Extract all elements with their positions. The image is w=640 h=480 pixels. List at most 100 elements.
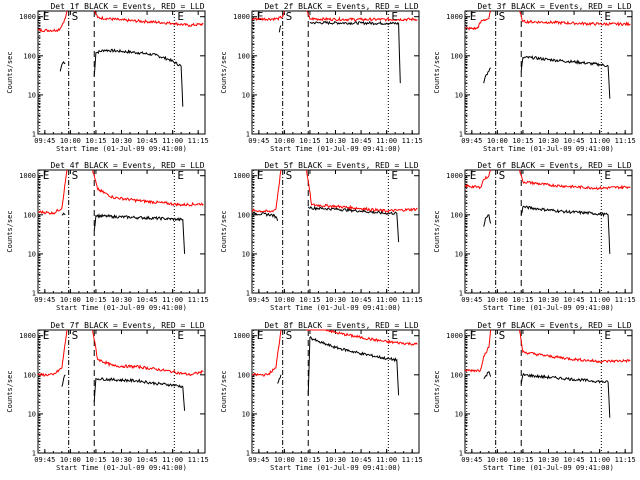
x-tick-label: 11:15 <box>615 456 636 464</box>
y-tick-label: 10 <box>242 91 250 99</box>
event-marker-label: S <box>72 169 79 182</box>
lld-series-line <box>306 169 418 214</box>
y-tick-label: 1 <box>32 131 36 139</box>
plot-frame <box>37 169 206 294</box>
plot-frame <box>37 329 206 454</box>
x-tick-label: 10:45 <box>564 456 585 464</box>
event-marker-label: E <box>391 10 398 23</box>
x-tick-label: 10:15 <box>85 137 106 145</box>
x-tick-label: 10:30 <box>111 296 132 304</box>
y-axis-label: Counts/sec <box>220 210 228 252</box>
x-tick-label: 11:15 <box>402 456 423 464</box>
x-axis-label: Start Time (01-Jul-09 09:41:00) <box>56 145 187 153</box>
event-marker-label: S <box>286 329 293 342</box>
lld-series-line <box>519 169 631 190</box>
x-tick-label: 10:15 <box>512 296 533 304</box>
x-tick-label: 11:15 <box>402 296 423 304</box>
y-tick-label: 100 <box>23 211 36 219</box>
y-tick-label: 1 <box>246 290 250 298</box>
panel-title: Det 7f BLACK = Events, RED = LLD <box>50 321 204 330</box>
y-tick-label: 100 <box>23 371 36 379</box>
lld-series-line <box>38 169 68 215</box>
x-tick-label: 10:00 <box>274 296 295 304</box>
y-tick-label: 100 <box>450 371 463 379</box>
lld-series-line <box>464 329 492 373</box>
x-tick-label: 11:00 <box>376 137 397 145</box>
lld-series-line <box>37 329 68 377</box>
x-tick-label: 11:00 <box>162 456 183 464</box>
x-axis-label: Start Time (01-Jul-09 09:41:00) <box>483 464 614 472</box>
x-tick-label: 10:00 <box>487 456 508 464</box>
plot-frame <box>251 10 420 135</box>
lld-series-line <box>519 329 631 364</box>
x-tick-label: 10:30 <box>538 296 559 304</box>
lld-series-line <box>251 10 285 22</box>
events-series-line <box>61 374 66 387</box>
y-tick-label: 1 <box>32 290 36 298</box>
x-tick-label: 10:45 <box>137 296 158 304</box>
x-axis-label: Start Time (01-Jul-09 09:41:00) <box>483 145 614 153</box>
events-series-line <box>307 336 400 396</box>
x-tick-label: 10:00 <box>487 137 508 145</box>
x-axis-label: Start Time (01-Jul-09 09:41:00) <box>270 145 401 153</box>
y-tick-label: 1000 <box>446 13 463 21</box>
x-axis-label: Start Time (01-Jul-09 09:41:00) <box>483 304 614 312</box>
y-tick-label: 1 <box>246 450 250 458</box>
events-series-line <box>520 372 611 418</box>
x-tick-label: 11:00 <box>589 456 610 464</box>
x-tick-label: 09:45 <box>34 456 55 464</box>
y-tick-label: 1000 <box>19 13 36 21</box>
events-series-line <box>520 205 611 254</box>
event-marker-label: S <box>499 169 506 182</box>
panel-title: Det 2f BLACK = Events, RED = LLD <box>264 2 418 11</box>
x-tick-label: 11:15 <box>615 296 636 304</box>
events-series-line <box>483 67 492 84</box>
x-tick-label: 10:15 <box>299 456 320 464</box>
x-tick-label: 10:45 <box>351 296 372 304</box>
event-marker-label: E <box>257 10 264 23</box>
x-tick-label: 09:45 <box>461 456 482 464</box>
x-tick-label: 10:30 <box>325 456 346 464</box>
x-tick-label: 10:15 <box>512 456 533 464</box>
x-tick-label: 10:30 <box>325 296 346 304</box>
y-tick-label: 10 <box>455 250 463 258</box>
x-axis-label: Start Time (01-Jul-09 09:41:00) <box>56 304 187 312</box>
y-tick-label: 1000 <box>233 13 250 21</box>
events-series-line <box>520 55 611 99</box>
event-marker-label: E <box>470 169 477 182</box>
y-axis-label: Counts/sec <box>433 51 441 93</box>
y-tick-label: 10 <box>28 91 36 99</box>
lld-series-line <box>464 169 492 190</box>
lld-series-line <box>306 10 418 22</box>
y-axis-label: Counts/sec <box>6 51 14 93</box>
events-series-line <box>251 211 279 222</box>
panel-title: Det 6f BLACK = Events, RED = LLD <box>477 161 631 170</box>
y-tick-label: 10 <box>455 410 463 418</box>
panel-title: Det 9f BLACK = Events, RED = LLD <box>477 321 631 330</box>
event-marker-label: E <box>470 329 477 342</box>
x-tick-label: 10:00 <box>60 137 81 145</box>
panel-title: Det 4f BLACK = Events, RED = LLD <box>50 161 204 170</box>
panel-title: Det 8f BLACK = Events, RED = LLD <box>264 321 418 330</box>
x-tick-label: 09:45 <box>34 137 55 145</box>
lld-series-line <box>92 169 204 207</box>
y-tick-label: 1000 <box>446 332 463 340</box>
x-tick-label: 10:00 <box>487 296 508 304</box>
y-tick-label: 100 <box>450 52 463 60</box>
detector-panel-2: Det 2f BLACK = Events, RED = LLD 09:45 10:… <box>220 2 423 153</box>
plot-frame <box>251 329 420 454</box>
event-marker-label: S <box>286 10 293 23</box>
x-tick-label: 09:45 <box>34 296 55 304</box>
plot-frame <box>251 169 420 294</box>
events-series-line <box>61 212 66 216</box>
y-tick-label: 1000 <box>233 332 250 340</box>
x-tick-label: 09:45 <box>248 296 269 304</box>
y-tick-label: 10 <box>28 410 36 418</box>
event-marker-label: S <box>499 10 506 23</box>
x-tick-label: 10:30 <box>111 137 132 145</box>
event-marker-label: E <box>177 329 184 342</box>
x-tick-label: 10:15 <box>85 456 106 464</box>
y-tick-label: 10 <box>242 250 250 258</box>
events-series-line <box>278 25 282 33</box>
